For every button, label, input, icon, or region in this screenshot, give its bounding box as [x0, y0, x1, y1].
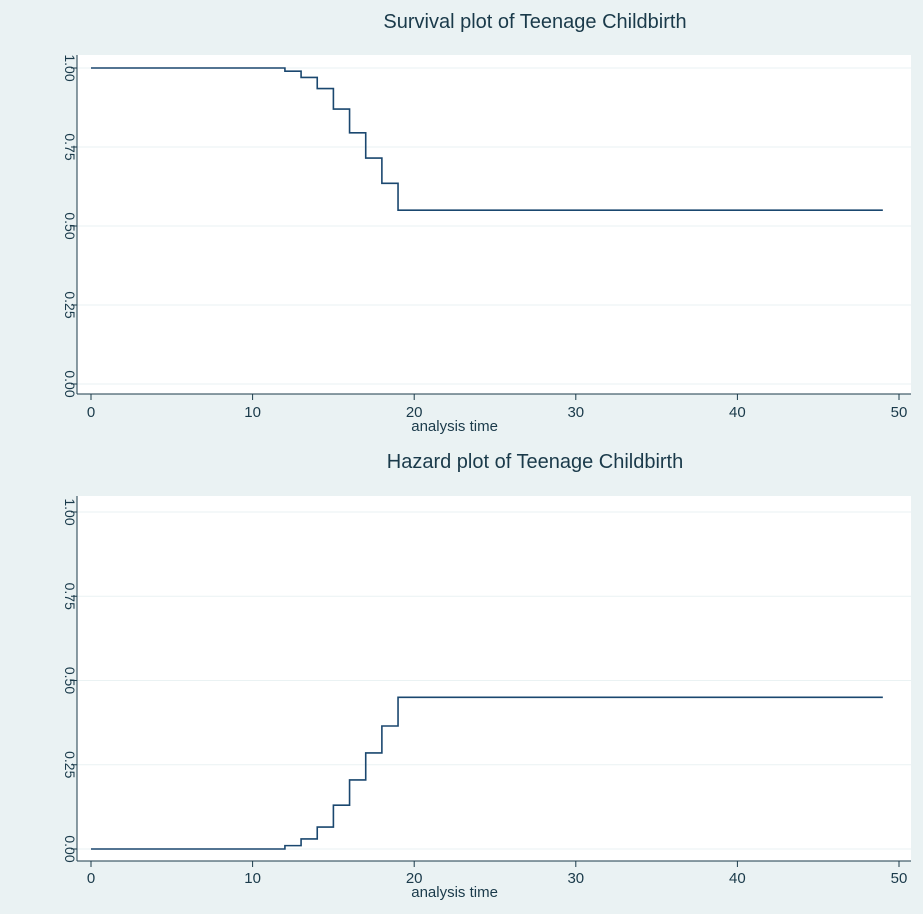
y-tick-label: 1.00	[62, 498, 78, 525]
x-tick-label: 10	[244, 404, 261, 421]
x-tick-label: 50	[891, 404, 908, 421]
x-tick-label: 0	[87, 404, 95, 421]
x-axis-label: analysis time	[411, 884, 498, 901]
plot-region	[77, 55, 911, 394]
x-tick-label: 40	[729, 870, 746, 887]
y-tick-label: 0.50	[62, 667, 78, 694]
hazard-chart: Hazard plot of Teenage Childbirth 0.00 0.2…	[62, 451, 911, 901]
x-tick-label: 10	[244, 870, 261, 887]
y-tick-label: 1.00	[62, 54, 78, 81]
plot-region	[77, 496, 911, 861]
x-tick-label: 20	[406, 870, 423, 887]
chart-title: Hazard plot of Teenage Childbirth	[387, 451, 683, 473]
hazard-chart-panel: Hazard plot of Teenage Childbirth 0.00 0.2…	[0, 446, 923, 914]
y-tick-label: 0.00	[62, 370, 78, 397]
y-tick-label: 0.50	[62, 212, 78, 239]
x-tick-label: 0	[87, 870, 95, 887]
y-tick-label: 0.75	[62, 583, 78, 610]
series-line	[91, 696, 883, 850]
survival-chart: Survival plot of Teenage Childbirth 0.00 0…	[62, 11, 911, 435]
y-tick-label: 0.75	[62, 133, 78, 160]
y-tick-label: 0.25	[62, 751, 78, 778]
y-tick-label: 0.25	[62, 291, 78, 318]
x-tick-label: 40	[729, 404, 746, 421]
y-tick-label: 0.00	[62, 835, 78, 862]
chart-title: Survival plot of Teenage Childbirth	[383, 11, 686, 33]
x-tick-label: 30	[567, 870, 584, 887]
x-axis-label: analysis time	[411, 418, 498, 435]
survival-chart-panel: Survival plot of Teenage Childbirth 0.00 0…	[0, 0, 923, 446]
series-line	[91, 67, 883, 211]
x-tick-label: 50	[891, 870, 908, 887]
x-tick-label: 20	[406, 404, 423, 421]
x-tick-label: 30	[567, 404, 584, 421]
